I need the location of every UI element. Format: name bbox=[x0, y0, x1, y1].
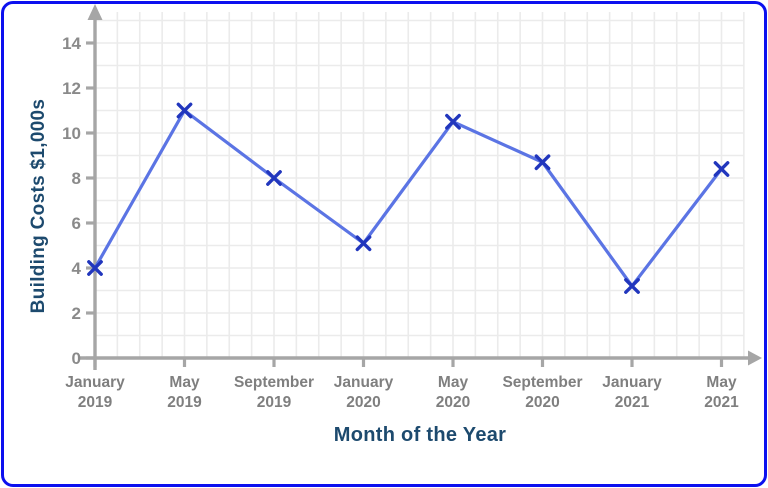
y-tick-label: 6 bbox=[72, 214, 81, 233]
y-tick-label: 8 bbox=[72, 169, 81, 188]
y-axis-title: Building Costs $1,000s bbox=[28, 98, 49, 314]
x-tick-label: September bbox=[234, 374, 314, 391]
data-point-marker bbox=[266, 170, 282, 186]
x-tick-label: May bbox=[169, 374, 200, 391]
y-axis-arrow-icon bbox=[87, 4, 103, 20]
x-tick-label: January bbox=[65, 374, 125, 391]
data-point-marker bbox=[534, 154, 551, 171]
y-tick-label: 10 bbox=[62, 124, 81, 143]
x-tick-label: 2020 bbox=[525, 394, 559, 411]
data-point-marker bbox=[445, 113, 461, 130]
series-line bbox=[93, 108, 724, 288]
x-tick-label: 2020 bbox=[346, 394, 380, 411]
x-axis-arrow-icon bbox=[748, 350, 762, 366]
data-point-marker bbox=[624, 278, 640, 294]
data-point-marker bbox=[87, 260, 103, 276]
x-tick-label: 2021 bbox=[615, 394, 650, 411]
x-tick-label: January bbox=[602, 374, 662, 391]
x-tick-label: January bbox=[334, 374, 394, 391]
y-tick-label: 12 bbox=[62, 79, 81, 98]
x-tick-label: May bbox=[706, 374, 737, 391]
data-point-marker bbox=[713, 161, 730, 177]
x-tick-label: 2019 bbox=[257, 394, 292, 411]
x-tick-label: 2020 bbox=[436, 394, 470, 411]
x-tick-label: 2021 bbox=[704, 394, 739, 411]
x-tick-label: 2019 bbox=[167, 394, 202, 411]
data-point-marker bbox=[355, 235, 372, 252]
x-tick-label: 2019 bbox=[78, 394, 113, 411]
x-axis-title: Month of the Year bbox=[333, 424, 507, 446]
data-point-marker bbox=[176, 102, 193, 119]
y-tick-label: 0 bbox=[72, 349, 81, 368]
x-tick-label: May bbox=[438, 374, 469, 391]
y-tick-label: 4 bbox=[72, 259, 82, 278]
x-tick-label: September bbox=[502, 374, 582, 391]
y-tick-label: 2 bbox=[72, 304, 81, 323]
y-tick-label: 14 bbox=[62, 34, 81, 53]
